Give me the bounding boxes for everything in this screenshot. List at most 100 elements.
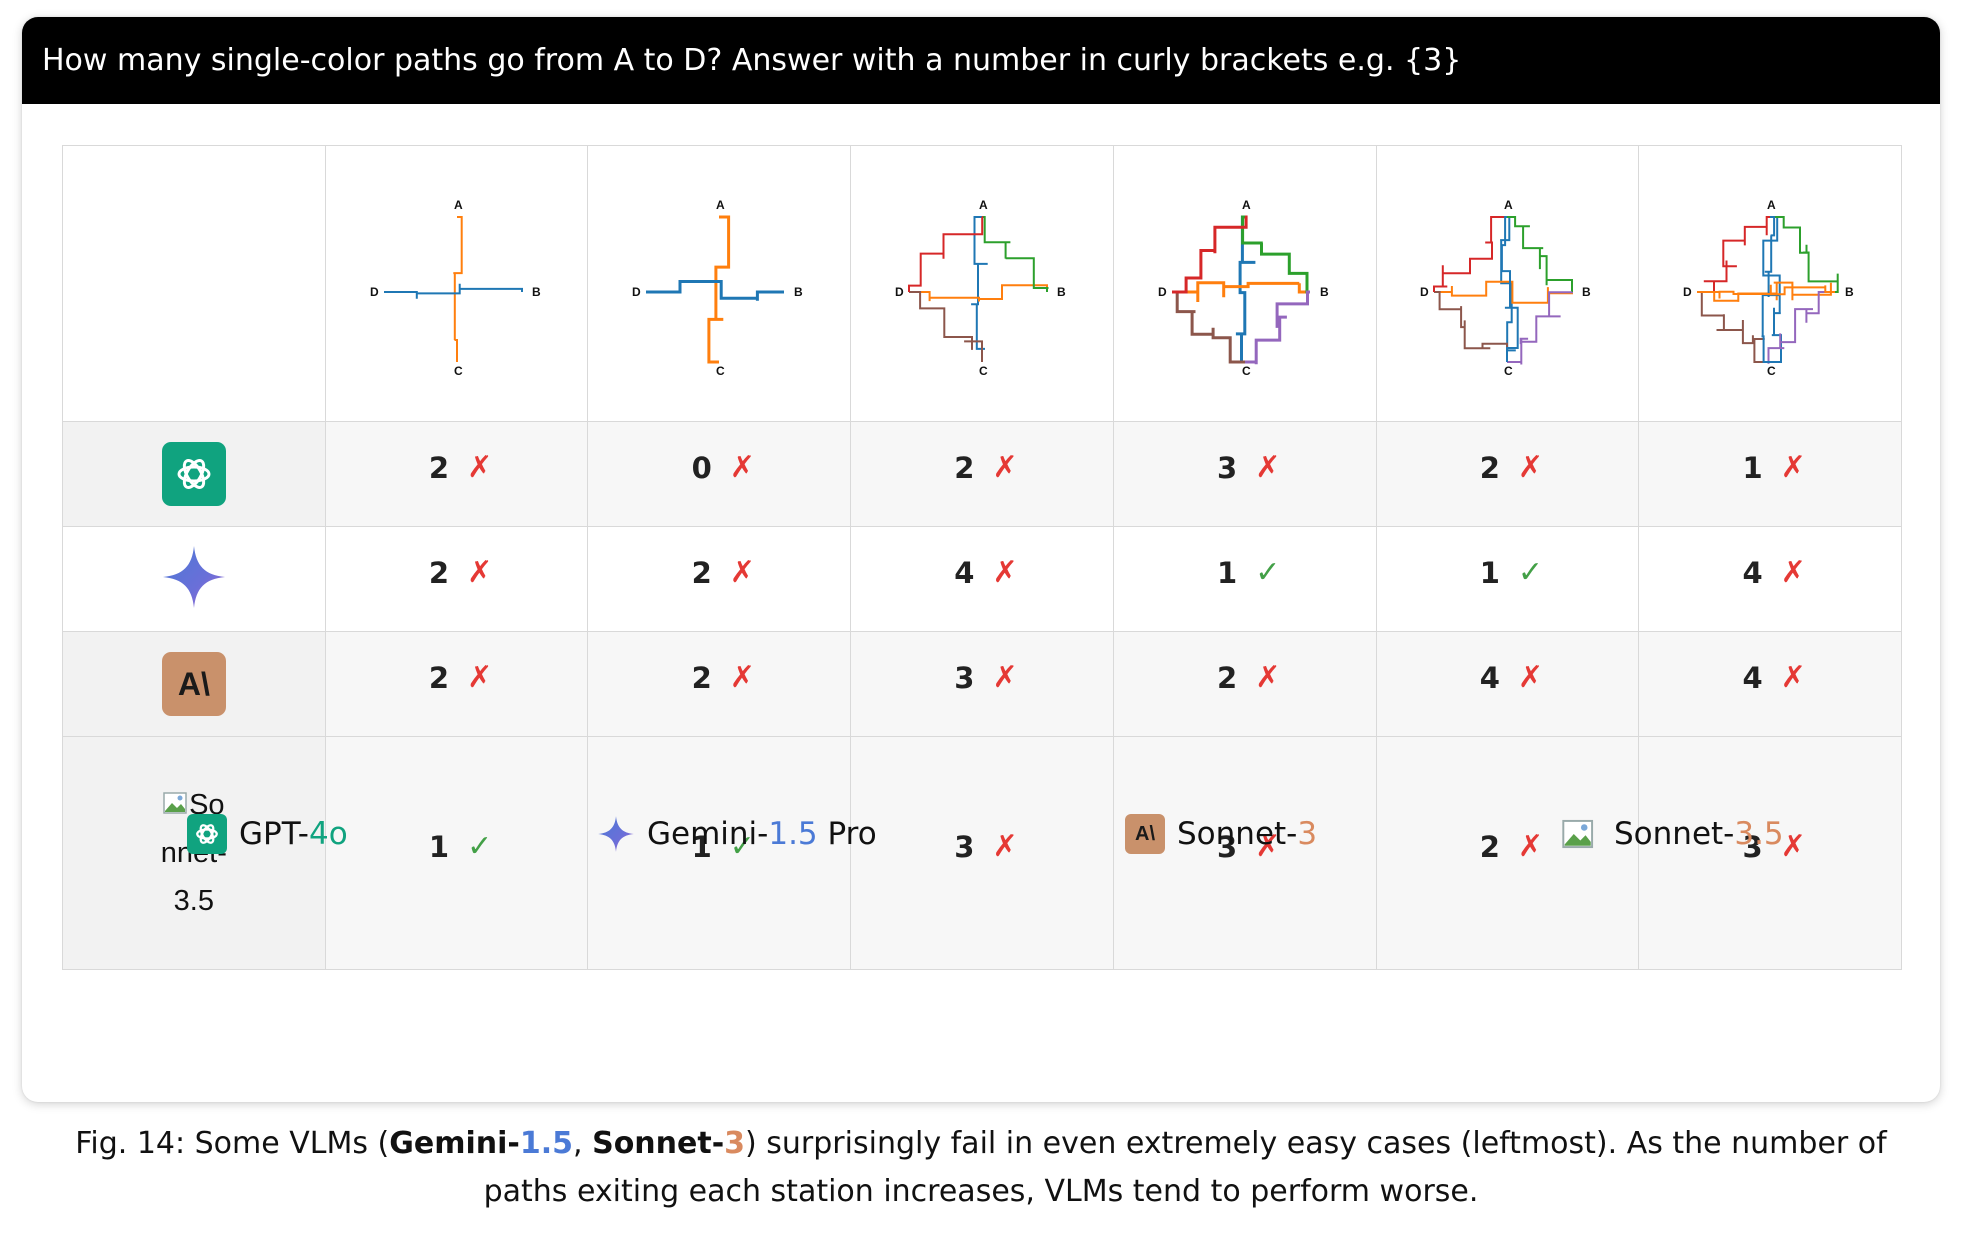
- station-label: C: [1242, 364, 1251, 377]
- result-mark: ✗: [1517, 660, 1544, 695]
- result-cell: 0 ✗: [587, 421, 852, 527]
- broken-image-icon: [163, 792, 187, 814]
- path-line: [452, 215, 463, 362]
- legend-gemini: Gemini-1.5 Pro: [597, 809, 877, 859]
- path-line: [1507, 215, 1574, 292]
- result-mark: ✗: [1517, 450, 1544, 485]
- openai-logo-icon: [161, 442, 226, 506]
- station-label: D: [1420, 285, 1429, 299]
- result-value: 0: [691, 451, 712, 485]
- question-banner: How many single-color paths go from A to…: [22, 17, 1940, 104]
- path-images-row: A B C D A B C D A B C D A B C D A B C D A B C D: [62, 145, 1902, 422]
- path-line: [1171, 215, 1248, 293]
- anthropic-logo-icon: A\: [161, 652, 226, 716]
- model-logo-cell: A\: [62, 631, 326, 737]
- result-mark: ✗: [1517, 829, 1544, 864]
- station-label: B: [794, 285, 803, 299]
- figure-card: How many single-color paths go from A to…: [22, 17, 1940, 1102]
- result-cell: 1 ✓: [324, 736, 589, 970]
- result-value: 1: [428, 830, 450, 864]
- path-line: [1434, 280, 1574, 304]
- station-label: B: [1057, 285, 1066, 299]
- result-value: 4: [1742, 661, 1763, 695]
- path-line: [1697, 281, 1836, 302]
- result-mark: ✗: [992, 555, 1018, 590]
- legend-label: GPT-4o: [239, 816, 348, 852]
- result-cell: 3 ✗: [850, 631, 1114, 737]
- path-line: [1235, 215, 1256, 363]
- result-value: 2: [428, 451, 450, 485]
- result-mark: ✗: [992, 450, 1018, 485]
- station-label: A: [454, 198, 463, 212]
- path-line: [907, 215, 984, 292]
- path-line: [1507, 290, 1574, 364]
- result-value: 1: [1742, 451, 1763, 485]
- anthropic-logo-icon: A\: [1125, 814, 1165, 854]
- result-value: 2: [954, 451, 975, 485]
- result-value: 2: [1479, 830, 1500, 864]
- result-value: 4: [1742, 556, 1763, 590]
- gemini-sparkle-icon: [162, 546, 225, 608]
- path-line: [908, 283, 1048, 301]
- result-cell: 2 ✗: [850, 421, 1114, 527]
- result-value: 3: [954, 661, 975, 695]
- path-image-2: A B C D: [587, 145, 852, 422]
- result-cell: 2 ✗: [587, 526, 852, 632]
- result-mark: ✗: [1780, 555, 1806, 590]
- station-label: C: [454, 364, 463, 377]
- result-cell: 3 ✗: [1638, 736, 1902, 970]
- result-value: 2: [691, 556, 712, 590]
- path-line: [1244, 290, 1310, 364]
- result-value: 4: [954, 556, 975, 590]
- result-mark: ✗: [1780, 450, 1806, 485]
- station-label: B: [1582, 285, 1591, 299]
- legend-label: Sonnet-3.5: [1614, 816, 1784, 852]
- result-value: 2: [428, 661, 450, 695]
- path-image-3: A B C D: [850, 145, 1114, 422]
- result-value: 2: [691, 661, 712, 695]
- station-label: A: [1767, 198, 1776, 212]
- broken-image-icon: [1562, 819, 1594, 849]
- station-label: B: [1320, 285, 1329, 299]
- legend-sonnet3: A\ Sonnet-3: [1125, 809, 1317, 859]
- result-mark: ✗: [1780, 829, 1806, 864]
- station-label: A: [979, 198, 988, 212]
- result-mark: ✗: [1255, 450, 1281, 485]
- path-line: [1240, 215, 1310, 293]
- legend-sonnet35: Sonnet-3.5: [1562, 809, 1784, 859]
- path-line: [1500, 215, 1517, 362]
- station-label: A: [1242, 198, 1251, 212]
- station-label: C: [1767, 364, 1776, 377]
- station-label: D: [370, 285, 379, 299]
- station-label: C: [979, 364, 988, 377]
- result-mark: ✗: [1255, 660, 1281, 695]
- legend-label: Gemini-1.5 Pro: [647, 816, 877, 852]
- result-mark: ✗: [729, 660, 755, 695]
- result-value: 3: [1742, 830, 1763, 864]
- result-mark: ✗: [467, 660, 493, 695]
- model-logo-cell: [62, 421, 326, 527]
- station-label: D: [1683, 285, 1692, 299]
- result-mark: ✓: [467, 829, 493, 864]
- station-label: C: [1504, 364, 1513, 377]
- result-cell: 2 ✗: [324, 631, 589, 737]
- path-line: [1767, 290, 1836, 364]
- result-mark: ✗: [1780, 660, 1806, 695]
- result-cell: 1 ✗: [1638, 421, 1902, 527]
- station-label: D: [1158, 285, 1167, 299]
- result-cell: 2 ✗: [324, 526, 589, 632]
- result-value: 2: [1217, 661, 1238, 695]
- result-mark: ✓: [1255, 555, 1281, 590]
- path-line: [981, 215, 1049, 292]
- result-value: 2: [1479, 451, 1500, 485]
- station-label: D: [895, 285, 904, 299]
- result-mark: ✗: [1255, 829, 1281, 864]
- result-value: 3: [1217, 451, 1238, 485]
- path-line: [1433, 215, 1508, 292]
- path-line: [1171, 290, 1245, 363]
- openai-logo-icon: [187, 814, 227, 854]
- path-line: [646, 279, 785, 301]
- path-line: [1761, 215, 1780, 363]
- result-value: 3: [954, 830, 975, 864]
